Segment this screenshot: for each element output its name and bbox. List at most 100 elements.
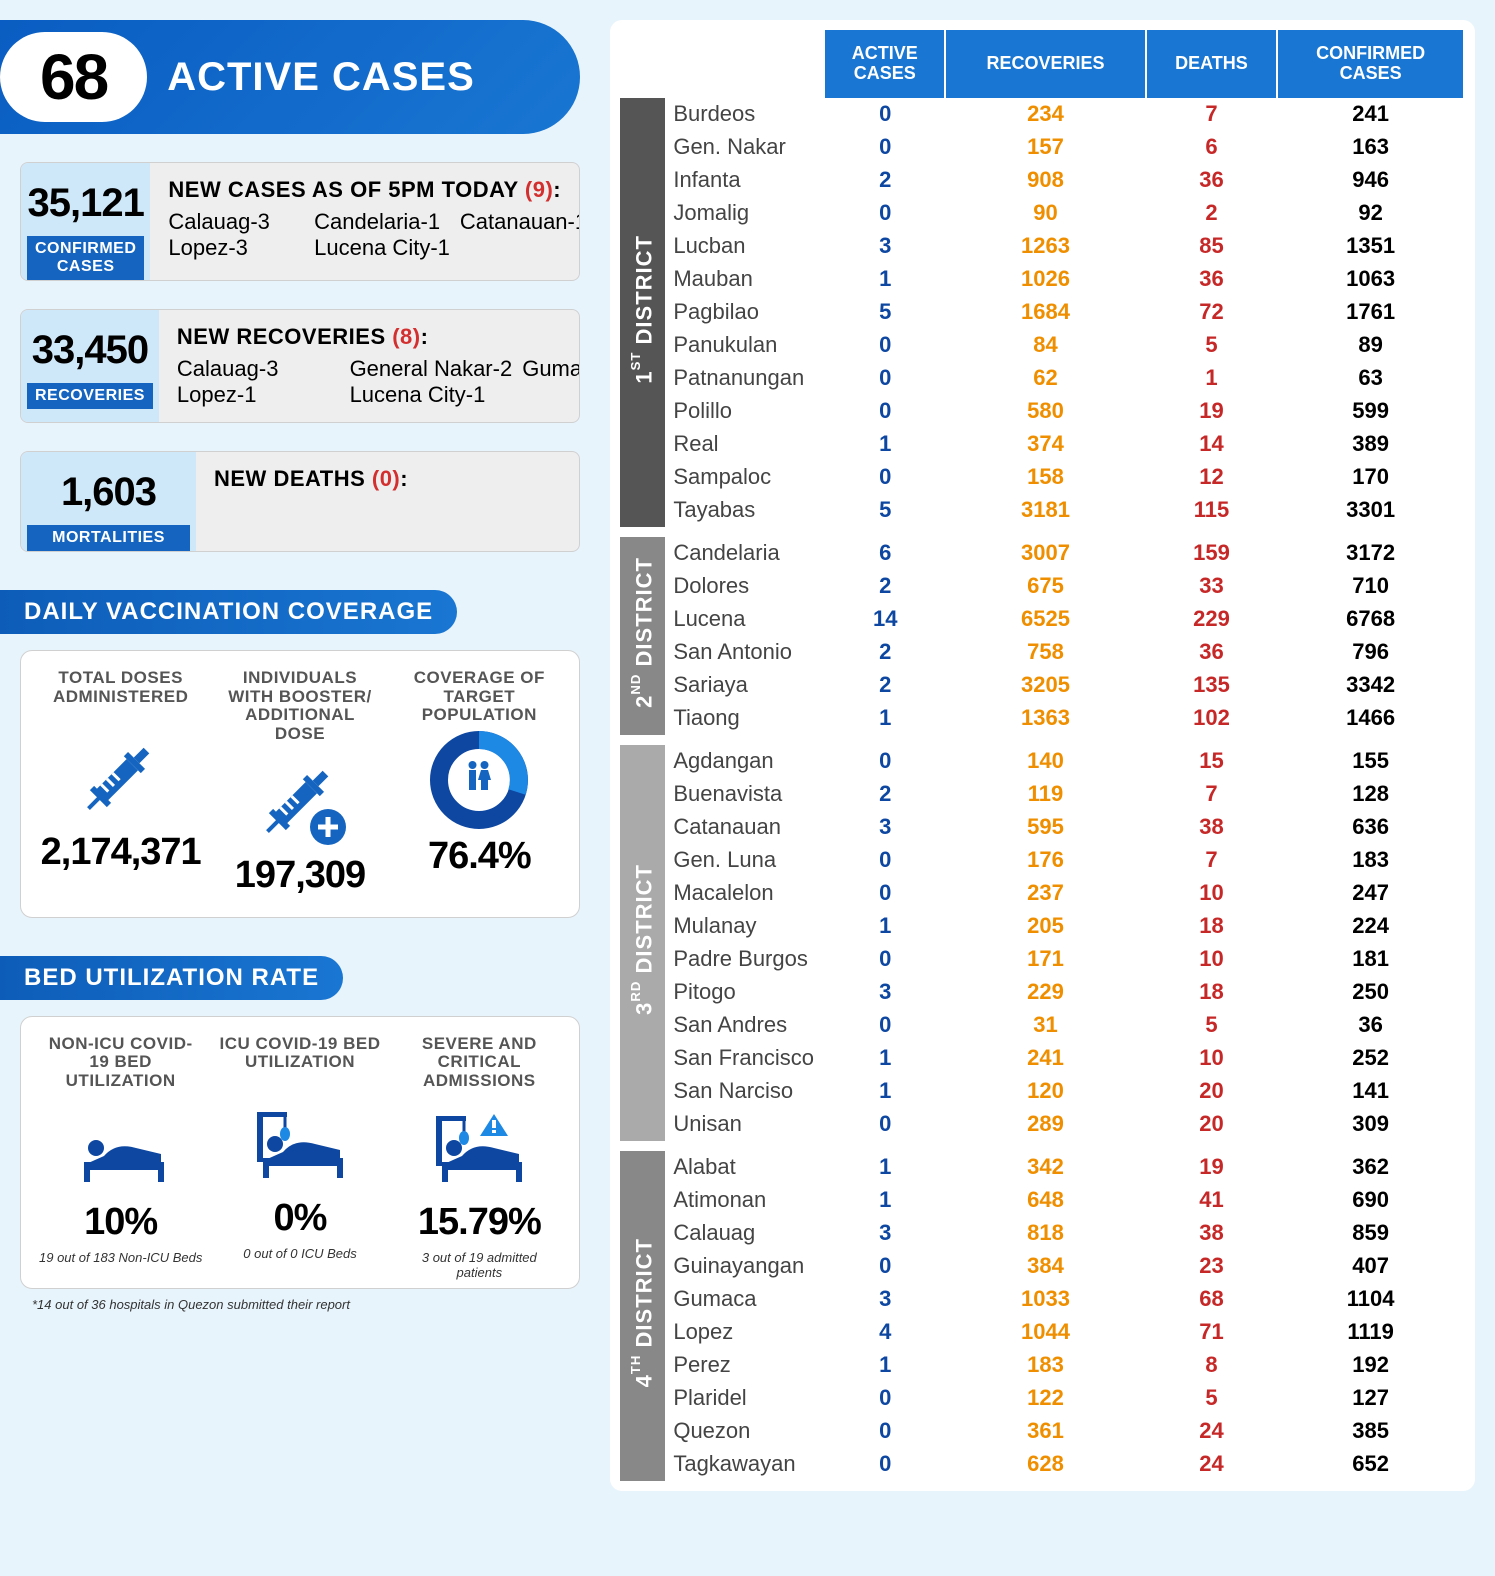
- table-row: Tayabas 5 3181 115 3301: [620, 494, 1464, 527]
- deaths-value: 18: [1146, 976, 1278, 1009]
- table-row: Pitogo 3 229 18 250: [620, 976, 1464, 1009]
- deaths-value: 18: [1146, 910, 1278, 943]
- table-row: Dolores 2 675 33 710: [620, 570, 1464, 603]
- active-value: 0: [825, 844, 945, 877]
- recoveries-value: 31: [945, 1009, 1145, 1042]
- metric-title: TOTAL DOSES ADMINISTERED: [39, 669, 202, 721]
- active-value: 0: [825, 1108, 945, 1141]
- municipality: Jomalig: [665, 197, 825, 230]
- active-cases-label: ACTIVE CASES: [167, 55, 475, 100]
- syringe-plus-icon: [218, 744, 381, 854]
- metric-title: ICU COVID-19 BED UTILIZATION: [218, 1035, 381, 1087]
- deaths-value: 15: [1146, 745, 1278, 778]
- deaths-value: 85: [1146, 230, 1278, 263]
- active-value: 5: [825, 494, 945, 527]
- municipality: Tagkawayan: [665, 1448, 825, 1481]
- active-value: 0: [825, 395, 945, 428]
- recoveries-value: 90: [945, 197, 1145, 230]
- deaths-value: 38: [1146, 811, 1278, 844]
- stat-body: Calauag-3Lopez-1General Nakar-2Lucena Ci…: [177, 356, 580, 408]
- stat-card-2: 1,603 MORTALITIES NEW DEATHS (0):: [20, 451, 580, 552]
- active-value: 1: [825, 263, 945, 296]
- active-value: 3: [825, 976, 945, 1009]
- deaths-value: 68: [1146, 1283, 1278, 1316]
- bed-icon: [39, 1091, 202, 1201]
- municipality: Perez: [665, 1349, 825, 1382]
- table-row: Gumaca 3 1033 68 1104: [620, 1283, 1464, 1316]
- confirmed-value: 127: [1277, 1382, 1464, 1415]
- metric-sub: 19 out of 183 Non-ICU Beds: [39, 1250, 202, 1265]
- syringe-icon: [39, 721, 202, 831]
- confirmed-value: 36: [1277, 1009, 1464, 1042]
- active-value: 1: [825, 702, 945, 735]
- deaths-value: 102: [1146, 702, 1278, 735]
- deaths-value: 7: [1146, 98, 1278, 131]
- municipality: Guinayangan: [665, 1250, 825, 1283]
- recoveries-value: 176: [945, 844, 1145, 877]
- stat-label: CONFIRMED CASES: [27, 236, 144, 280]
- table-row: Calauag 3 818 38 859: [620, 1217, 1464, 1250]
- table-row: Pagbilao 5 1684 72 1761: [620, 296, 1464, 329]
- recoveries-value: 1026: [945, 263, 1145, 296]
- confirmed-value: 63: [1277, 362, 1464, 395]
- table-row: San Andres 0 31 5 36: [620, 1009, 1464, 1042]
- recoveries-value: 675: [945, 570, 1145, 603]
- table-row: San Francisco 1 241 10 252: [620, 1042, 1464, 1075]
- municipality: Dolores: [665, 570, 825, 603]
- confirmed-value: 796: [1277, 636, 1464, 669]
- confirmed-value: 385: [1277, 1415, 1464, 1448]
- table-row: Tiaong 1 1363 102 1466: [620, 702, 1464, 735]
- confirmed-value: 252: [1277, 1042, 1464, 1075]
- metric-title: SEVERE AND CRITICAL ADMISSIONS: [398, 1035, 561, 1091]
- recoveries-value: 157: [945, 131, 1145, 164]
- table-row: Lucena 14 6525 229 6768: [620, 603, 1464, 636]
- right-column: ACTIVECASESRECOVERIESDEATHSCONFIRMEDCASE…: [610, 20, 1475, 1491]
- table-row: Plaridel 0 122 5 127: [620, 1382, 1464, 1415]
- recoveries-value: 171: [945, 943, 1145, 976]
- district-label: 1ST DISTRICT: [620, 98, 665, 527]
- confirmed-value: 859: [1277, 1217, 1464, 1250]
- deaths-value: 72: [1146, 296, 1278, 329]
- stat-body: Calauag-3Lopez-3Candelaria-1Lucena City-…: [168, 209, 580, 261]
- recoveries-value: 1363: [945, 702, 1145, 735]
- active-value: 0: [825, 943, 945, 976]
- active-value: 1: [825, 1042, 945, 1075]
- recoveries-value: 758: [945, 636, 1145, 669]
- municipality: Calauag: [665, 1217, 825, 1250]
- metric-value: 2,174,371: [39, 831, 202, 874]
- table-header: RECOVERIES: [945, 30, 1145, 98]
- active-value: 0: [825, 1382, 945, 1415]
- active-value: 0: [825, 1448, 945, 1481]
- confirmed-value: 389: [1277, 428, 1464, 461]
- table-row: Polillo 0 580 19 599: [620, 395, 1464, 428]
- table-row: Jomalig 0 90 2 92: [620, 197, 1464, 230]
- table-header: CONFIRMEDCASES: [1277, 30, 1464, 98]
- confirmed-value: 690: [1277, 1184, 1464, 1217]
- confirmed-value: 710: [1277, 570, 1464, 603]
- confirmed-value: 1466: [1277, 702, 1464, 735]
- recoveries-value: 6525: [945, 603, 1145, 636]
- municipality: Lopez: [665, 1316, 825, 1349]
- confirmed-value: 309: [1277, 1108, 1464, 1141]
- recoveries-value: 229: [945, 976, 1145, 1009]
- table-row: 4TH DISTRICT Alabat 1 342 19 362: [620, 1151, 1464, 1184]
- recoveries-value: 3007: [945, 537, 1145, 570]
- table-row: Real 1 374 14 389: [620, 428, 1464, 461]
- confirmed-value: 636: [1277, 811, 1464, 844]
- active-value: 1: [825, 1349, 945, 1382]
- table-row: Lucban 3 1263 85 1351: [620, 230, 1464, 263]
- deaths-value: 5: [1146, 329, 1278, 362]
- deaths-value: 5: [1146, 1009, 1278, 1042]
- metric-title: COVERAGE OF TARGET POPULATION: [398, 669, 561, 725]
- stat-title: NEW CASES AS OF 5PM TODAY (9):: [168, 177, 580, 203]
- municipality: Plaridel: [665, 1382, 825, 1415]
- municipality: Polillo: [665, 395, 825, 428]
- municipality: Mulanay: [665, 910, 825, 943]
- confirmed-value: 1104: [1277, 1283, 1464, 1316]
- municipality: Alabat: [665, 1151, 825, 1184]
- recoveries-value: 62: [945, 362, 1145, 395]
- metric-value: 15.79%: [398, 1201, 561, 1244]
- recoveries-value: 241: [945, 1042, 1145, 1075]
- recoveries-value: 374: [945, 428, 1145, 461]
- active-value: 3: [825, 1283, 945, 1316]
